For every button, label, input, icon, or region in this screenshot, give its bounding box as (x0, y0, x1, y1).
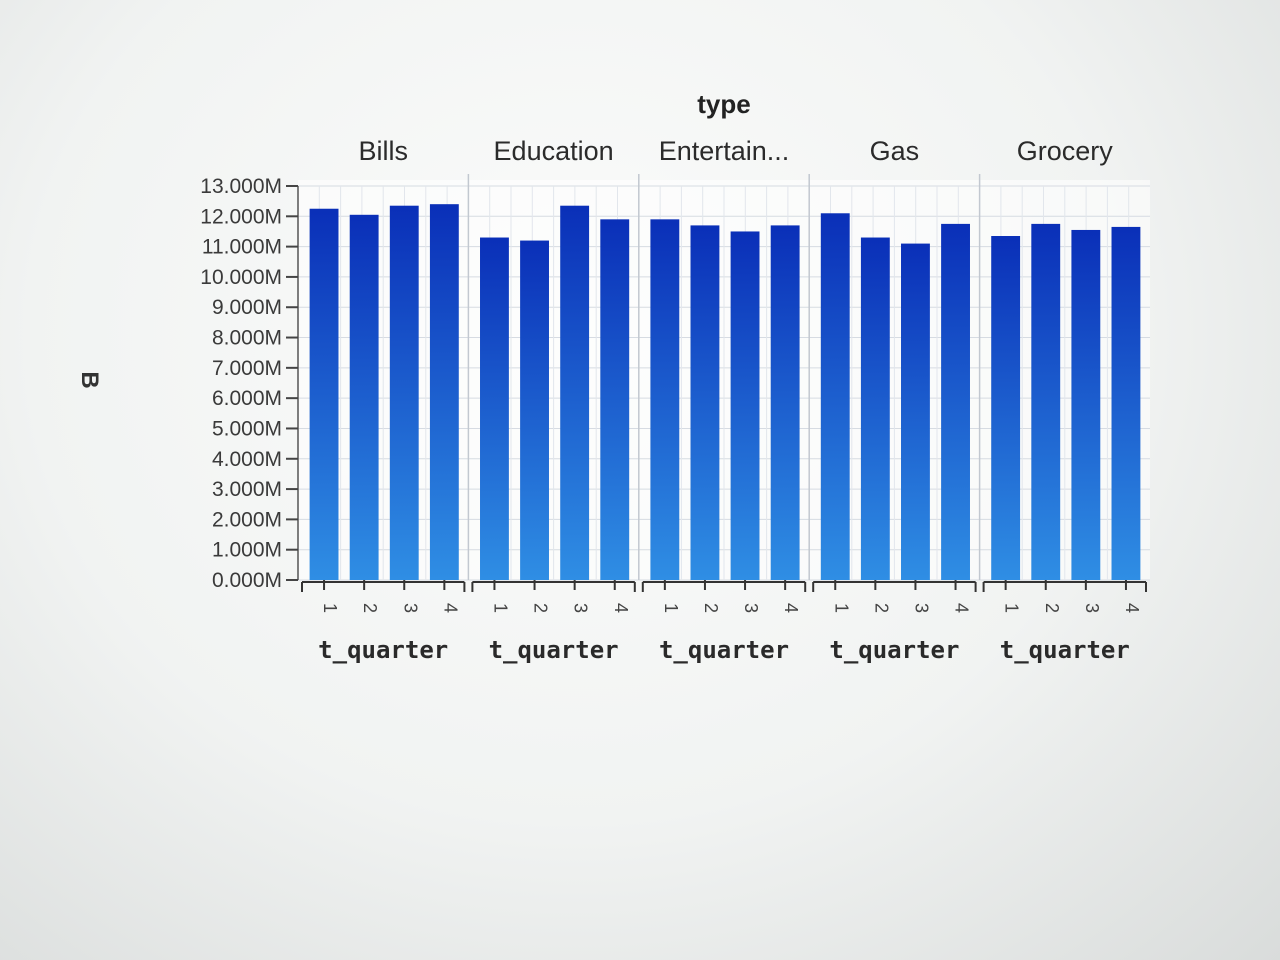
y-tick-label: 4.000M (212, 448, 282, 471)
bar-entertain-q2[interactable] (690, 225, 720, 580)
y-tick-label: 13.000M (200, 175, 282, 198)
bar-gas-q2[interactable] (860, 237, 890, 580)
x-tick-label: 1 (661, 603, 681, 613)
y-tick-label: 12.000M (200, 205, 282, 228)
x-tick-label: 2 (701, 603, 721, 613)
bar-education-q3[interactable] (560, 205, 590, 580)
x-tick-label: 4 (1122, 603, 1142, 613)
plot-area: 0.000M 1.000M 2.000M 3.000M 4.000M 5.000M 6.00… (200, 136, 1150, 664)
x-tick-label: 3 (911, 603, 931, 613)
x-tick-label: 3 (1082, 603, 1102, 613)
x-axis-label: t_quarter (829, 636, 959, 664)
x-axis-label: t_quarter (1000, 636, 1130, 664)
x-tick-label: 1 (490, 603, 510, 613)
x-tick-label: 2 (871, 603, 891, 613)
x-tick-label: 1 (1002, 603, 1022, 613)
bar-education-q1[interactable] (480, 237, 509, 580)
y-tick-label: 8.000M (212, 327, 282, 350)
y-tick-label: 11.000M (202, 236, 282, 259)
x-axis-label: t_quarter (659, 636, 789, 664)
y-tick-label: 7.000M (212, 357, 282, 380)
x-axis-label: t_quarter (318, 636, 448, 664)
bar-bills-q3[interactable] (389, 205, 419, 580)
bar-entertain-q3[interactable] (730, 231, 760, 580)
facet-title-gas: Gas (870, 136, 920, 166)
y-tick-label: 2.000M (212, 508, 282, 531)
bar-gas-q4[interactable] (941, 223, 970, 580)
bar-grocery-q3[interactable] (1071, 229, 1101, 580)
y-axis-label: B (76, 371, 103, 388)
bar-bills-q1[interactable] (309, 208, 339, 580)
facet-title-entertain: Entertain... (659, 136, 790, 166)
y-tick-label: 6.000M (212, 387, 282, 410)
bar-gas-q3[interactable] (901, 243, 930, 581)
x-tick-label: 2 (1042, 603, 1062, 613)
facet-title-bills: Bills (358, 136, 408, 166)
facet-title-education: Education (494, 136, 614, 166)
y-tick-label: 9.000M (212, 296, 282, 319)
x-tick-label: 1 (831, 603, 851, 613)
facet-title-grocery: Grocery (1017, 136, 1114, 166)
y-tick-label: 0.000M (212, 569, 282, 592)
y-tick-label: 5.000M (212, 417, 282, 440)
bar-education-q2[interactable] (520, 240, 549, 581)
x-axis-label: t_quarter (489, 636, 619, 664)
x-tick-label: 4 (781, 603, 801, 613)
facet-header-title: type (697, 89, 750, 119)
bar-grocery-q1[interactable] (991, 236, 1021, 580)
bar-entertain-q1[interactable] (650, 219, 680, 581)
y-tick-label: 3.000M (212, 478, 282, 501)
x-tick-label: 4 (440, 603, 460, 613)
y-tick-label: 10.000M (200, 266, 282, 289)
x-tick-label: 2 (360, 603, 380, 613)
x-tick-label: 4 (952, 603, 972, 613)
bar-bills-q2[interactable] (349, 214, 379, 581)
x-tick-label: 3 (571, 603, 591, 613)
bar-bills-q4[interactable] (429, 204, 459, 580)
bar-entertain-q4[interactable] (770, 225, 800, 580)
bar-grocery-q2[interactable] (1031, 223, 1061, 580)
bar-education-q4[interactable] (600, 219, 630, 581)
y-tick-label: 1.000M (212, 539, 282, 562)
x-tick-label: 3 (741, 603, 761, 613)
bar-gas-q1[interactable] (820, 213, 850, 580)
x-tick-label: 1 (320, 603, 340, 613)
x-tick-label: 4 (611, 603, 631, 613)
bar-grocery-q4[interactable] (1111, 226, 1141, 580)
x-tick-label: 2 (531, 603, 551, 613)
x-tick-label: 3 (400, 603, 420, 613)
